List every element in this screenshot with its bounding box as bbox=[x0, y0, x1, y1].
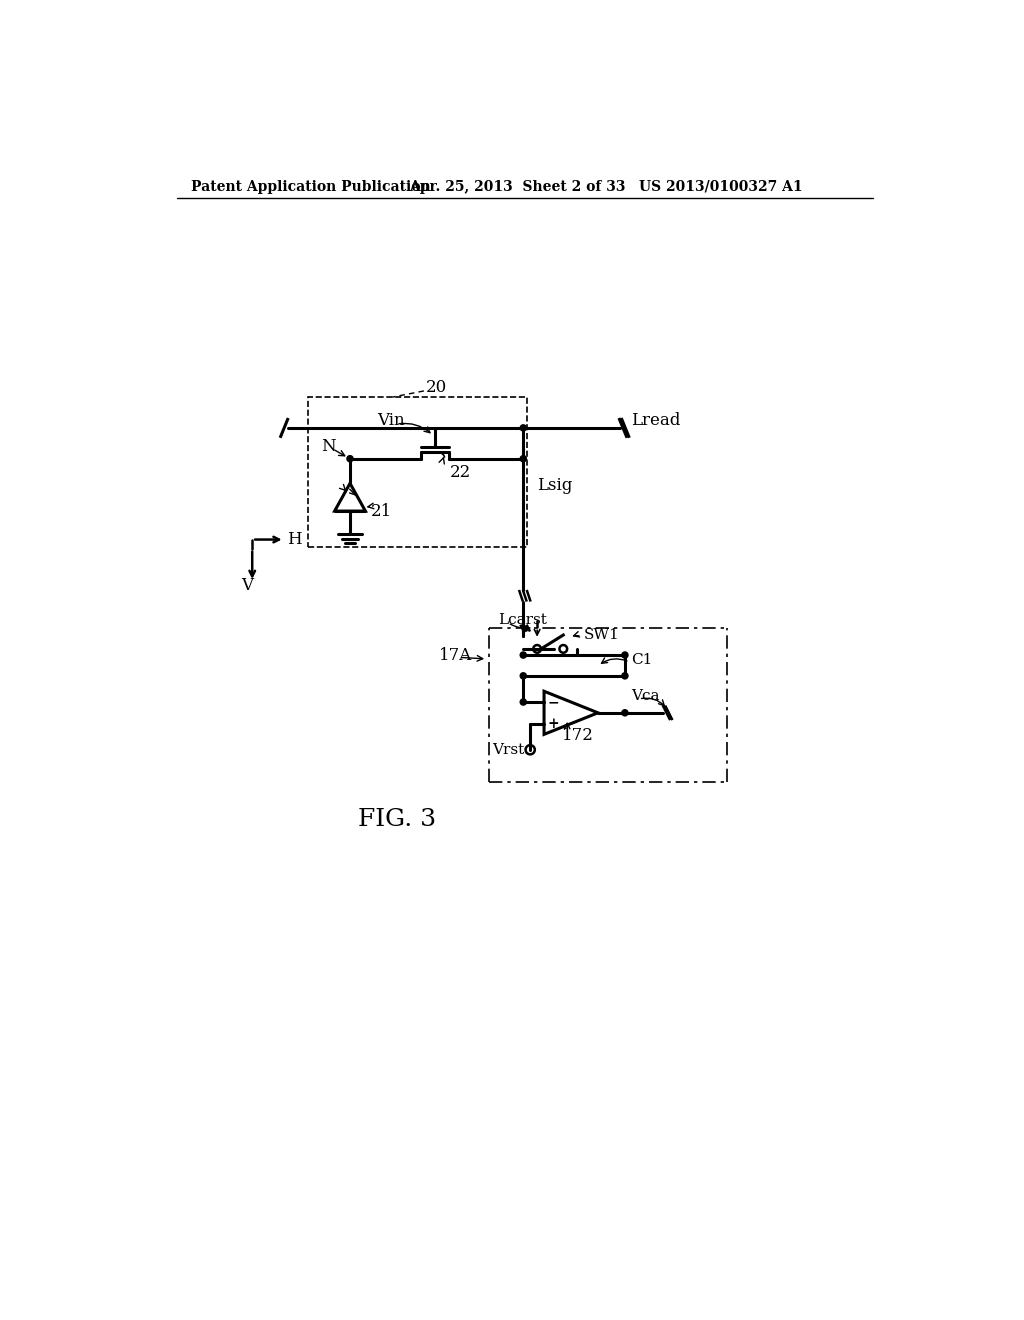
Circle shape bbox=[622, 652, 628, 659]
Text: SW1: SW1 bbox=[584, 628, 620, 642]
Text: V: V bbox=[242, 577, 254, 594]
Text: Vin: Vin bbox=[377, 412, 404, 429]
Text: H: H bbox=[287, 531, 301, 548]
Text: −: − bbox=[547, 696, 559, 709]
Circle shape bbox=[622, 673, 628, 678]
Text: Apr. 25, 2013  Sheet 2 of 33: Apr. 25, 2013 Sheet 2 of 33 bbox=[410, 180, 626, 194]
Text: Lsig: Lsig bbox=[538, 477, 572, 494]
Text: N: N bbox=[322, 438, 336, 455]
Text: Patent Application Publication: Patent Application Publication bbox=[190, 180, 430, 194]
Circle shape bbox=[520, 652, 526, 659]
Text: 20: 20 bbox=[425, 379, 446, 396]
Circle shape bbox=[520, 455, 526, 462]
Circle shape bbox=[347, 455, 353, 462]
Text: Vca: Vca bbox=[631, 689, 659, 702]
Circle shape bbox=[520, 700, 526, 705]
Text: Lread: Lread bbox=[631, 412, 680, 429]
Bar bbox=[307, 397, 527, 548]
Text: Vrst: Vrst bbox=[492, 743, 524, 756]
Text: 172: 172 bbox=[562, 727, 594, 744]
Circle shape bbox=[622, 710, 628, 715]
Text: 22: 22 bbox=[451, 465, 471, 480]
Text: C1: C1 bbox=[631, 652, 652, 667]
Circle shape bbox=[520, 673, 526, 678]
Text: 21: 21 bbox=[371, 503, 392, 520]
Circle shape bbox=[520, 425, 526, 432]
Text: +: + bbox=[547, 717, 559, 730]
Text: FIG. 3: FIG. 3 bbox=[357, 808, 436, 830]
Text: US 2013/0100327 A1: US 2013/0100327 A1 bbox=[639, 180, 803, 194]
Text: Lcarst: Lcarst bbox=[499, 612, 548, 627]
Text: 17A: 17A bbox=[438, 647, 472, 664]
